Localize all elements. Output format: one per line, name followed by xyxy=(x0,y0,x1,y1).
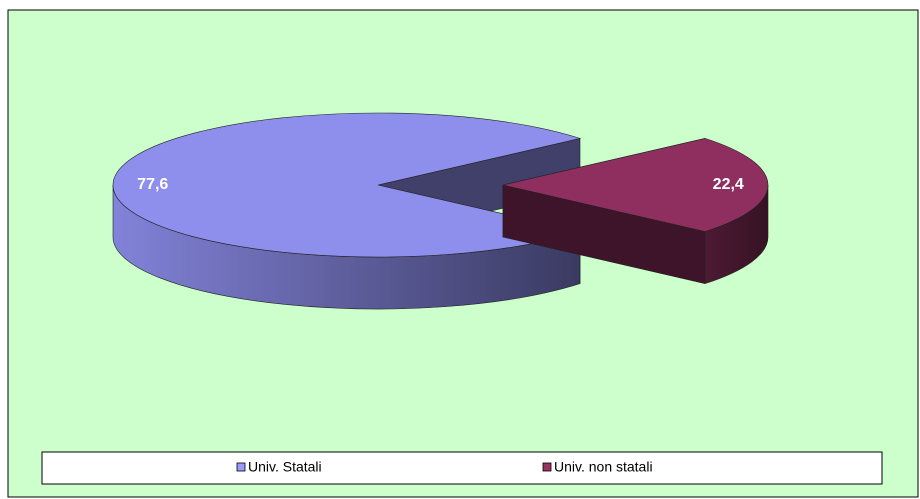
legend-swatch xyxy=(542,462,552,472)
legend: Univ. Statali Univ. non statali xyxy=(236,459,653,475)
slice xyxy=(112,112,582,258)
data-label: 77,6 xyxy=(137,176,168,193)
legend-box xyxy=(41,451,883,485)
plot: 77,6 22,4 xyxy=(112,112,769,310)
data-label: 22,4 xyxy=(713,176,744,193)
slice xyxy=(502,138,769,232)
legend-swatch xyxy=(236,462,246,472)
legend-label: Univ. Statali xyxy=(248,459,322,475)
legend-label: Univ. non statali xyxy=(554,459,653,475)
